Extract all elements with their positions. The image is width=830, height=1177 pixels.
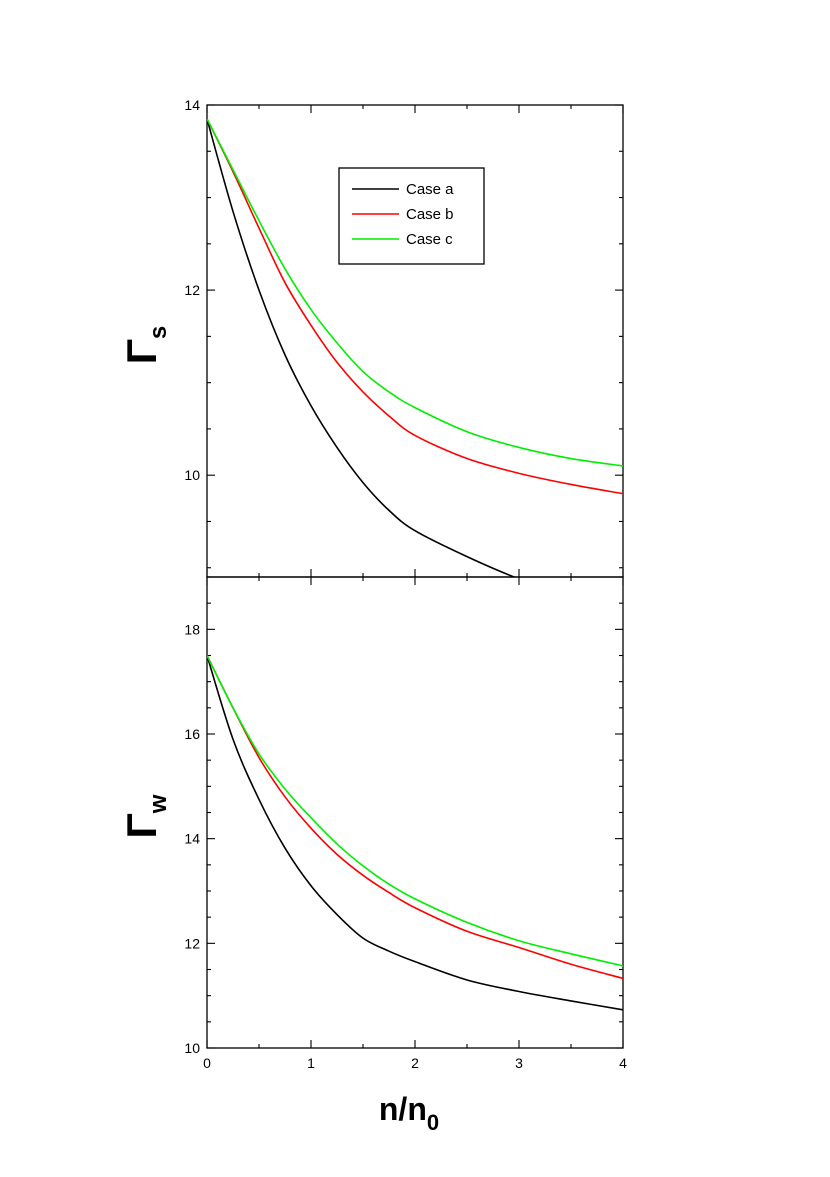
x-tick-label: 4 bbox=[619, 1055, 627, 1071]
legend-label: Case c bbox=[406, 231, 453, 248]
y-tick-label: 18 bbox=[184, 621, 200, 637]
x-axis-subscript: 0 bbox=[427, 1110, 439, 1135]
y-axis-subscript: s bbox=[145, 326, 172, 339]
y-tick-label: 16 bbox=[184, 726, 200, 742]
y-tick-label: 10 bbox=[184, 1040, 200, 1056]
series-line-case-c bbox=[207, 118, 623, 467]
legend: Case a Case b Case c bbox=[338, 167, 485, 265]
y-axis-symbol: Γ bbox=[118, 339, 165, 364]
y-tick-label: 12 bbox=[184, 935, 200, 951]
series-line-case-b bbox=[207, 655, 623, 980]
x-tick-label: 3 bbox=[515, 1055, 523, 1071]
y-axis-title: Γs bbox=[118, 326, 172, 365]
x-axis-title: n/n0 bbox=[379, 1091, 439, 1135]
legend-label: Case b bbox=[406, 206, 454, 223]
y-axis-title: Γw bbox=[118, 794, 172, 838]
y-tick-label: 10 bbox=[184, 467, 200, 483]
x-tick-label: 0 bbox=[203, 1055, 211, 1071]
plot-frame bbox=[206, 576, 624, 1049]
y-axis-symbol: Γ bbox=[118, 813, 165, 838]
y-tick-label: 12 bbox=[184, 282, 200, 298]
series-line-case-c bbox=[207, 655, 623, 967]
y-tick-label: 14 bbox=[184, 831, 200, 847]
series-line-case-a bbox=[207, 655, 623, 1011]
y-tick-label: 14 bbox=[184, 97, 200, 113]
x-tick-label: 1 bbox=[307, 1055, 315, 1071]
legend-label: Case a bbox=[406, 181, 454, 198]
series-line-case-a bbox=[207, 118, 517, 577]
y-axis-subscript: w bbox=[145, 794, 172, 814]
series-line-case-b bbox=[207, 118, 623, 495]
x-axis-main: n/n bbox=[379, 1091, 427, 1127]
legend-box bbox=[338, 167, 485, 265]
x-tick-label: 2 bbox=[411, 1055, 419, 1071]
